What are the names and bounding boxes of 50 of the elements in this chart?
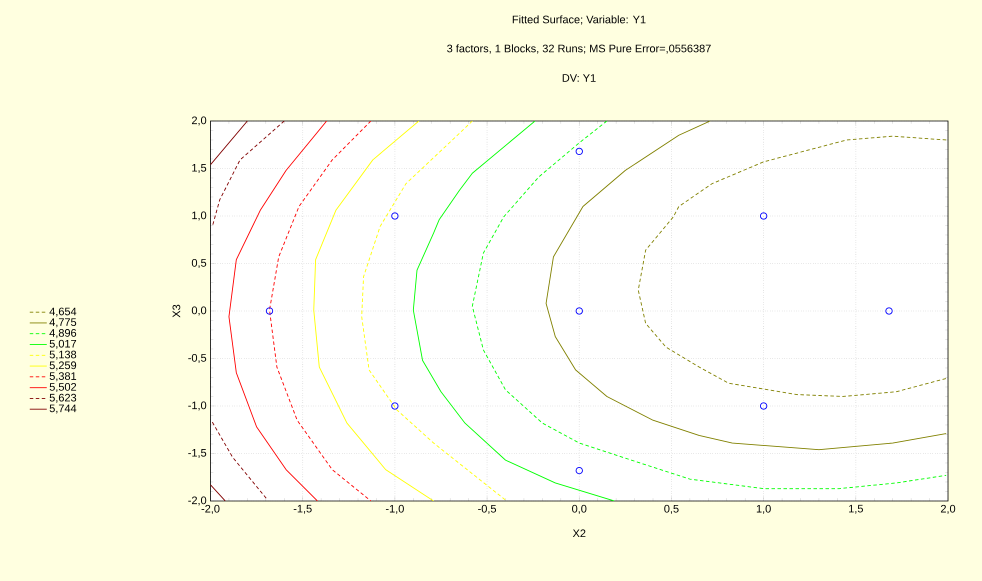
y-tick-label: 0,5 [192,258,206,268]
line-series [472,120,947,490]
legend-label: 5,138 [50,350,76,360]
line-series [361,120,506,500]
x-axis-title: X2 [572,529,586,538]
y-tick-label: -1,0 [188,401,206,411]
legend-label: 4,654 [49,308,76,317]
point [576,148,583,156]
x-tick-label: -0,5 [478,504,496,514]
legend-label: 5,259 [50,361,76,370]
y-tick-label: 2,0 [192,116,206,126]
point [576,466,583,474]
y-tick-label: -2,0 [188,496,206,506]
legend-label: 4,775 [49,318,76,328]
x-tick-label: 1,0 [756,504,771,514]
y-tick-label: 0,0 [192,306,206,316]
legend-label: 5,017 [50,340,76,349]
line-series [313,120,434,501]
y-axis-title: X3 [172,304,180,318]
y-tick-label: -1,5 [188,449,206,458]
y-tick-label: 1,0 [192,211,206,221]
point [760,402,768,410]
text: DV: Y1 [562,74,596,82]
point [576,307,583,315]
point [391,402,399,410]
point [885,307,893,315]
line-series [546,120,947,450]
x-tick-label: 1,5 [849,504,863,514]
x-tick-label: -1,0 [386,504,404,514]
y-tick-label: 1,5 [192,164,206,173]
x-tick-label: 2,0 [940,504,956,514]
x-tick-label: -1,5 [294,504,312,514]
point [760,212,768,220]
point [266,307,274,315]
legend-label: 5,381 [50,372,76,382]
x-tick-label: 0,5 [664,504,679,514]
line-series [228,120,328,501]
line-series [269,120,372,501]
chart-subtitle: 3 factors, 1 Blocks, 32 Runs; MS Pure Error=,0556387 [447,44,711,54]
line-series [638,136,947,397]
legend-label: 5,623 [50,394,76,403]
point [391,212,399,220]
y-tick-label: -0,5 [188,354,206,364]
legend-label: 5,502 [50,383,76,392]
line-series [412,120,615,501]
legend-label: 4,896 [49,329,76,338]
legend-label: 5,744 [50,404,76,414]
x-tick-label: -2,0 [202,504,220,514]
chart-title: Fitted Surface; Variable: Y1 [512,15,646,25]
x-tick-label: 0,0 [572,504,586,514]
